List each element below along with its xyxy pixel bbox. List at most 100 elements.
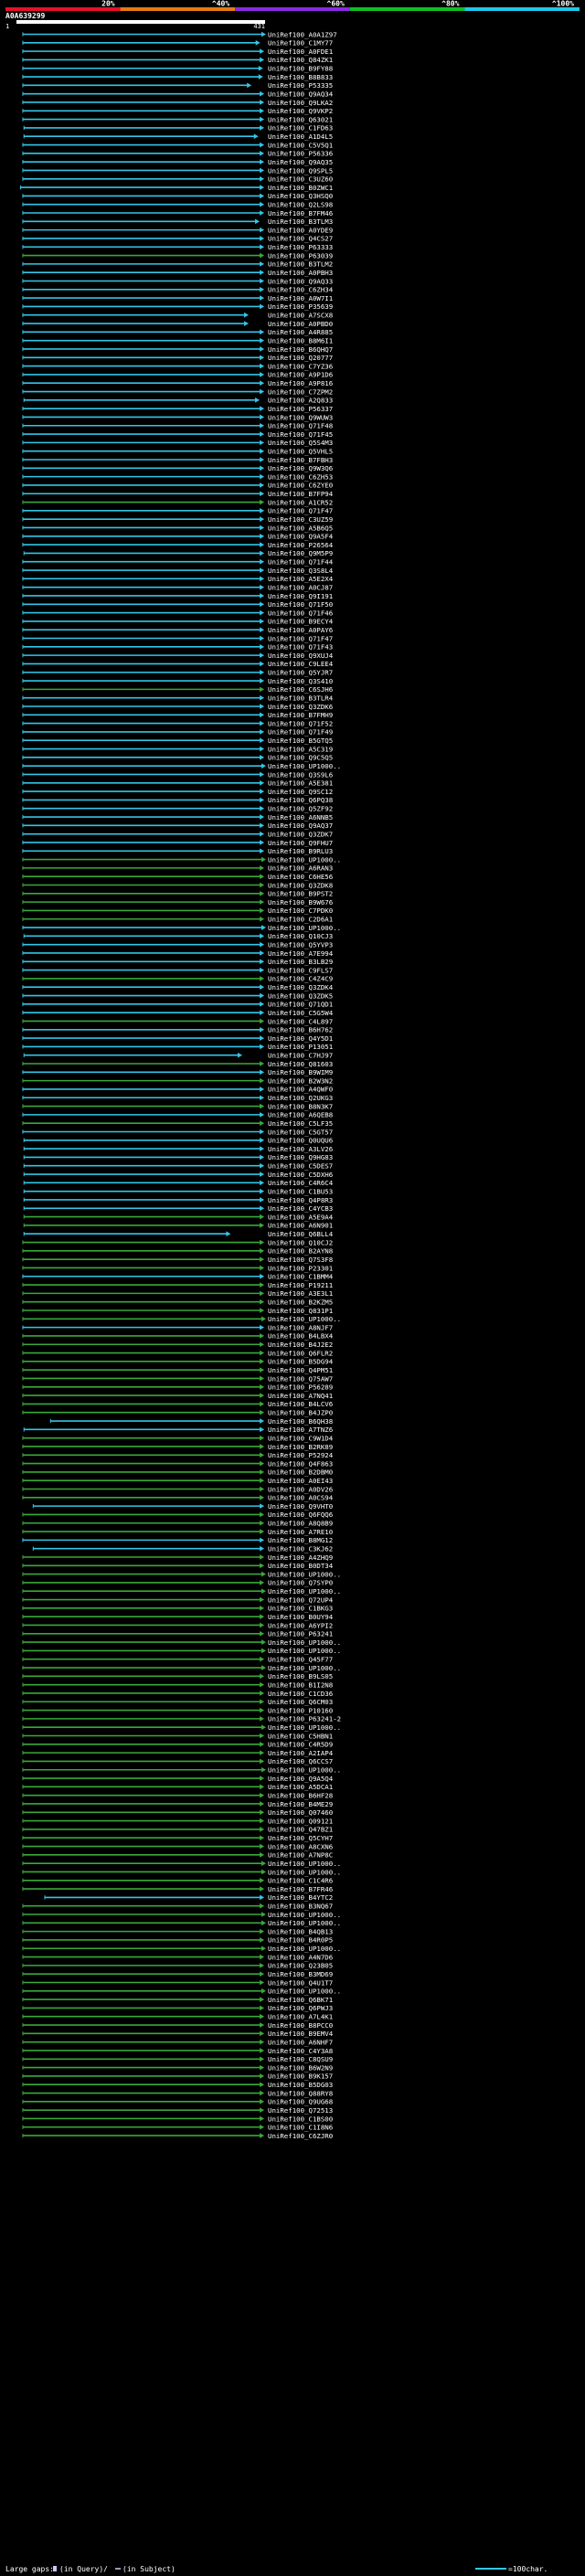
scale-tick-label: ^40% xyxy=(212,0,229,8)
hit-arrowhead xyxy=(260,1265,265,1271)
hit-row: UniRef100_Q6FLR2 xyxy=(22,1349,333,1357)
hit-label: UniRef100_Q4P8R3 xyxy=(268,1196,333,1204)
hit-label: UniRef100_Q9W3Q6 xyxy=(268,464,333,472)
hit-arrowhead xyxy=(260,1596,265,1603)
range-end: 431 xyxy=(253,23,265,30)
hit-row: UniRef100_B7FR46 xyxy=(22,1885,333,1893)
hit-arrowhead xyxy=(260,2073,265,2079)
hit-label: UniRef100_B4J2E2 xyxy=(268,1341,333,1349)
hit-row: UniRef100_Q47BZ1 xyxy=(22,1826,333,1834)
hit-label: UniRef100_B2W3N2 xyxy=(268,1076,333,1085)
hit-label: UniRef100_UP1000.. xyxy=(268,1919,341,1927)
hit-label: UniRef100_C1C4R6 xyxy=(268,1877,333,1885)
hit-label: UniRef100_Q47BZ1 xyxy=(268,1826,333,1834)
hit-label: UniRef100_UP1000.. xyxy=(268,1570,341,1578)
hit-label: UniRef100_A0EI43 xyxy=(268,1477,333,1485)
hit-arrowhead xyxy=(260,941,265,948)
hit-row: UniRef100_Q2UKG3 xyxy=(22,1094,333,1102)
hit-label: UniRef100_B7FBH3 xyxy=(268,456,333,464)
hit-label: UniRef100_Q09121 xyxy=(268,1817,333,1825)
hit-arrowhead xyxy=(260,525,265,531)
hit-arrowhead xyxy=(260,1018,265,1024)
hit-row: UniRef100_A5C319 xyxy=(22,745,333,753)
hit-label: UniRef100_B7FM46 xyxy=(268,209,333,217)
hit-arrowhead xyxy=(260,1903,265,1909)
hit-label: UniRef100_Q6BLL4 xyxy=(268,1230,334,1238)
hit-label: UniRef100_Q3ZDK7 xyxy=(268,830,333,838)
hit-arrowhead xyxy=(260,720,265,726)
hit-row: UniRef100_Q9WUW3 xyxy=(22,413,333,421)
hit-arrowhead xyxy=(260,473,265,480)
hit-arrowhead xyxy=(260,193,265,199)
hit-row: UniRef100_C6ZH34 xyxy=(22,286,334,294)
hit-arrowhead xyxy=(260,329,265,335)
hit-arrowhead xyxy=(260,142,265,148)
hit-arrowhead xyxy=(260,1162,265,1169)
hit-arrowhead xyxy=(260,1401,265,1407)
hit-arrowhead xyxy=(260,1010,265,1015)
hit-row: UniRef100_C1CD36 xyxy=(22,1690,333,1698)
hit-label: UniRef100_A0A1Z97 xyxy=(268,30,337,38)
hit-label: UniRef100_Q5S4M3 xyxy=(268,439,333,447)
hit-arrowhead xyxy=(260,1383,265,1390)
hit-row: UniRef100_P63039 xyxy=(22,251,333,260)
hit-row: UniRef100_A9P816 xyxy=(22,379,333,387)
hit-arrowhead xyxy=(260,635,265,641)
hit-arrowhead xyxy=(260,2107,265,2113)
hit-row: UniRef100_Q5ZF92 xyxy=(22,805,333,813)
hit-row: UniRef100_C5LF35 xyxy=(22,1119,333,1128)
hit-arrowhead xyxy=(260,1188,265,1194)
hit-label: UniRef100_A1D4L5 xyxy=(268,133,333,141)
hit-label: UniRef100_A8NJF7 xyxy=(268,1323,333,1331)
hit-arrowhead xyxy=(260,1171,265,1177)
hit-row: UniRef100_Q3ZDK8 xyxy=(22,881,333,889)
hit-row: UniRef100_C1MY77 xyxy=(22,39,333,48)
hit-arrowhead xyxy=(260,1971,265,1977)
hit-arrowhead xyxy=(260,1375,265,1382)
hit-row: UniRef100_B2DBM0 xyxy=(22,1468,333,1477)
hit-arrowhead xyxy=(260,789,265,794)
hit-arrowhead xyxy=(255,398,261,403)
hit-arrowhead xyxy=(260,1341,265,1348)
hit-label: UniRef100_B9PST2 xyxy=(268,890,333,898)
hit-arrowhead xyxy=(260,1197,265,1203)
hit-row: UniRef100_Q71F48 xyxy=(22,422,333,430)
hit-label: UniRef100_C1BU53 xyxy=(268,1187,333,1195)
hit-row: UniRef100_Q831P1 xyxy=(22,1307,333,1315)
hit-arrowhead xyxy=(260,159,265,164)
hit-row: UniRef100_Q4CS27 xyxy=(22,235,333,243)
hit-label: UniRef100_Q3ZDK4 xyxy=(268,983,334,991)
hit-label: UniRef100_A2IAP4 xyxy=(268,1749,334,1757)
hit-row: UniRef100_A0EI43 xyxy=(22,1477,333,1485)
hit-arrowhead xyxy=(260,1026,265,1033)
legend-in-subject: (in Subject) xyxy=(122,2565,176,2573)
hit-row: UniRef100_Q6FQQ6 xyxy=(22,1511,333,1519)
hit-arrowhead xyxy=(260,627,265,632)
hit-label: UniRef100_B9LS05 xyxy=(268,1672,333,1680)
hit-arrowhead xyxy=(260,686,265,693)
hit-label: UniRef100_Q9AQ34 xyxy=(268,90,334,98)
hit-label: UniRef100_UP1000.. xyxy=(268,1638,341,1647)
hit-label: UniRef100_C4L897 xyxy=(268,1017,333,1025)
hit-label: UniRef100_P10160 xyxy=(268,1706,333,1714)
hit-arrowhead xyxy=(260,1835,265,1841)
hit-arrowhead xyxy=(260,1886,265,1892)
hit-label: UniRef100_P63241-2 xyxy=(268,1715,341,1723)
hit-row: UniRef100_B4LBX4 xyxy=(22,1332,334,1341)
hit-row: UniRef100_Q71F47 xyxy=(22,507,333,515)
hit-arrowhead xyxy=(260,2082,265,2088)
hit-arrowhead xyxy=(260,2005,265,2011)
hit-label: UniRef100_C1FD63 xyxy=(268,124,333,133)
scale-segment xyxy=(464,7,580,11)
hit-arrowhead xyxy=(261,1920,266,1926)
hit-row: UniRef100_A7L4K1 xyxy=(22,2013,333,2021)
hit-row: UniRef100_A5B6Q5 xyxy=(22,524,333,532)
hit-label: UniRef100_P63241 xyxy=(268,1630,333,1638)
hit-arrowhead xyxy=(260,644,265,650)
hit-label: UniRef100_Q6PQ38 xyxy=(268,796,333,804)
hit-row: UniRef100_A4N7D6 xyxy=(22,1953,333,1961)
hit-arrowhead xyxy=(260,1937,265,1943)
hit-arrowhead xyxy=(260,1426,265,1433)
query-bar xyxy=(16,20,265,24)
hit-row: UniRef100_A0FDE1 xyxy=(22,48,333,56)
